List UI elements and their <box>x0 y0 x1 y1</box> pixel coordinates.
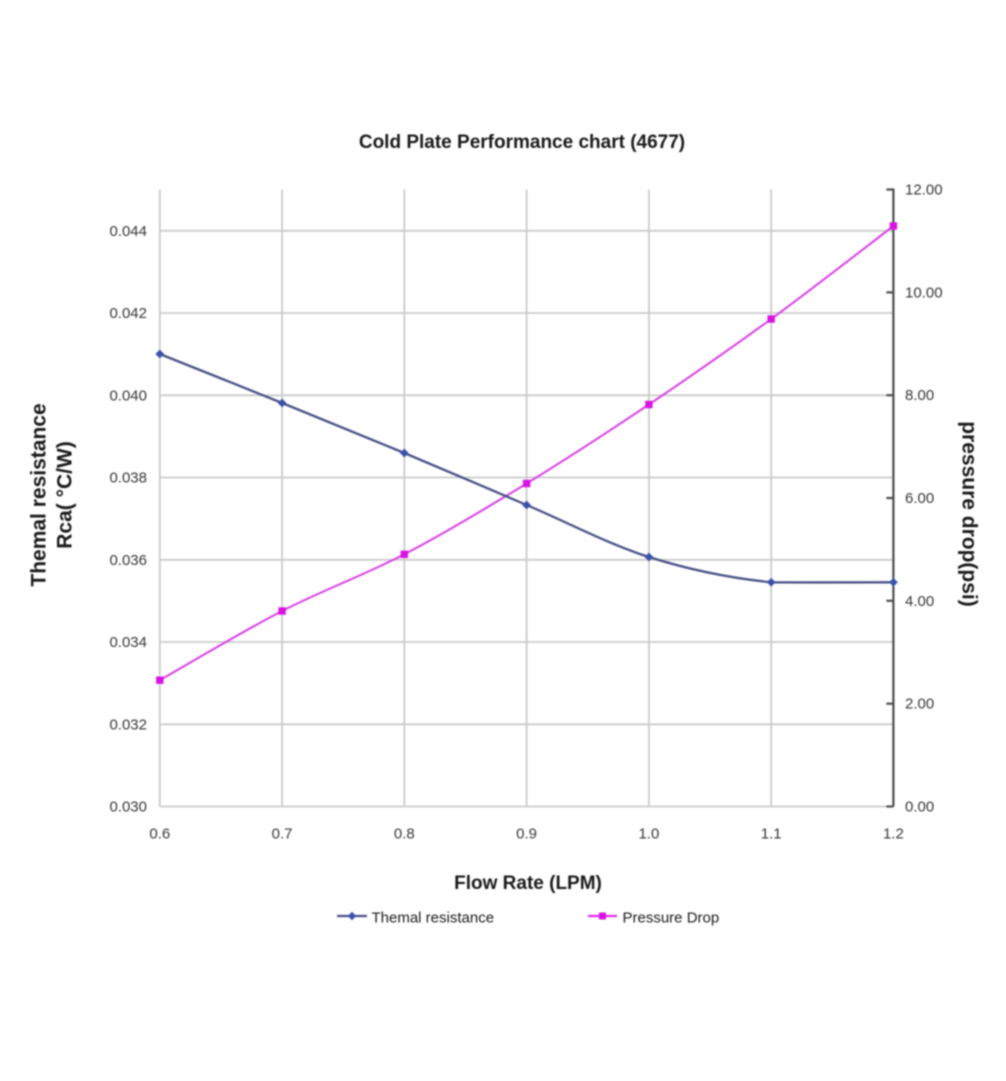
svg-text:0.8: 0.8 <box>394 826 415 843</box>
svg-text:2.00: 2.00 <box>905 696 934 713</box>
svg-text:1.2: 1.2 <box>883 826 904 843</box>
svg-text:0.7: 0.7 <box>272 826 293 843</box>
svg-text:12.00: 12.00 <box>905 182 943 199</box>
svg-text:10.00: 10.00 <box>905 284 943 301</box>
svg-text:4.00: 4.00 <box>905 593 934 610</box>
svg-text:Themal resistance: Themal resistance <box>372 910 495 927</box>
svg-text:0.032: 0.032 <box>109 716 147 733</box>
svg-text:0.042: 0.042 <box>109 305 147 322</box>
svg-text:0.044: 0.044 <box>109 223 147 240</box>
svg-text:Cold Plate Performance chart (: Cold Plate Performance chart (4677) <box>359 132 685 153</box>
svg-text:Pressure Drop: Pressure Drop <box>623 910 720 927</box>
svg-text:6.00: 6.00 <box>905 490 934 507</box>
svg-text:0.6: 0.6 <box>149 826 170 843</box>
svg-text:0.00: 0.00 <box>905 799 934 816</box>
svg-text:0.038: 0.038 <box>109 470 147 487</box>
svg-text:0.040: 0.040 <box>109 387 147 404</box>
svg-text:8.00: 8.00 <box>905 387 934 404</box>
svg-text:Rca( °C/W): Rca( °C/W) <box>54 441 77 549</box>
svg-text:pressure drop(psi): pressure drop(psi) <box>958 421 981 607</box>
svg-text:Flow Rate (LPM): Flow Rate (LPM) <box>454 873 602 894</box>
svg-text:0.9: 0.9 <box>516 826 537 843</box>
svg-text:Themal resistance: Themal resistance <box>28 403 51 586</box>
svg-text:0.030: 0.030 <box>109 799 147 816</box>
svg-text:1.1: 1.1 <box>761 826 782 843</box>
svg-text:0.036: 0.036 <box>109 552 147 569</box>
svg-text:0.034: 0.034 <box>109 634 147 651</box>
svg-text:1.0: 1.0 <box>638 826 659 843</box>
